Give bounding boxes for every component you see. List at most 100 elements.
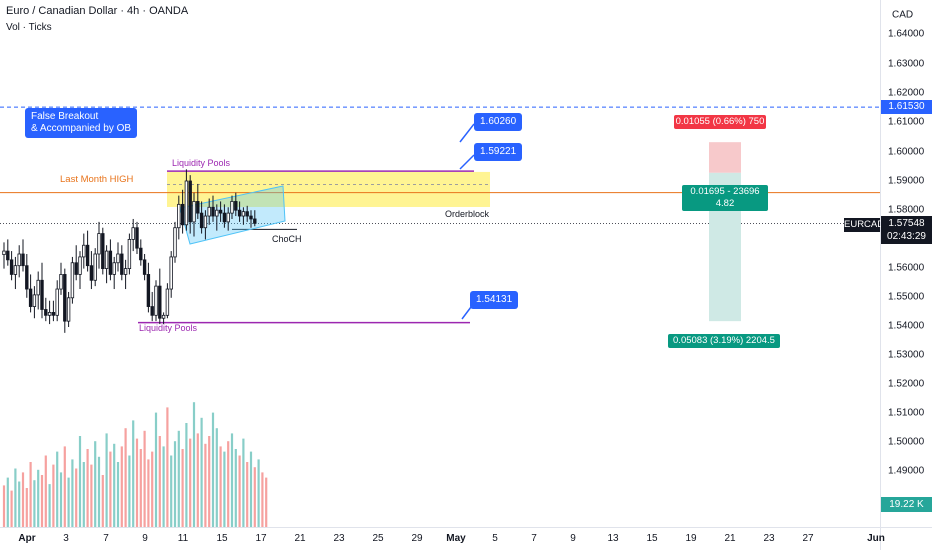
symbol-label: EURCAD [844,218,884,232]
volume-bar [44,455,47,527]
volume-bar [86,449,89,527]
volume-bar [253,467,256,527]
volume-bar [185,423,188,527]
volume-bar [173,441,177,527]
volume-bar [48,484,51,527]
volume-bar [10,490,13,527]
candle-body [249,215,253,220]
volume-bar [135,438,139,527]
liquidity-pools-top-label: Liquidity Pools [172,158,231,168]
dashed-level-label: 1.61530 [881,100,932,114]
price-callout-1: 1.60260 [474,113,523,131]
candle-body [66,297,71,322]
volume-bar [56,451,59,527]
volume-bar [211,412,215,527]
price-tick: 1.50000 [888,436,925,448]
candle-body [245,211,249,217]
volume-bar [90,464,93,527]
candle-body [47,311,52,316]
candle-body [192,201,196,223]
price-tick: 1.62000 [888,87,925,99]
time-tick: 23 [763,533,775,544]
orderblock-label: Orderblock [445,209,490,219]
price-callout-3: 1.54131 [470,291,519,309]
candle-body [123,268,128,275]
price-axis-border [880,0,881,550]
time-tick: 23 [333,533,345,544]
candle-body [237,209,242,217]
currency-label[interactable]: CAD [892,9,914,21]
volume-bar [52,464,55,527]
candle-body [139,247,143,261]
candle-body [135,227,139,249]
volume-bar [59,472,63,527]
volume-bar [128,455,131,527]
candle-body [108,250,113,275]
time-tick: 3 [63,533,69,544]
volume-bar [105,433,108,527]
candle-body [146,274,151,307]
time-tick: 13 [607,533,619,544]
volume-bar [215,428,218,527]
chart-title: Euro / Canadian Dollar · 4h · OANDA [6,5,189,17]
volume-bar [94,441,97,527]
price-tick: 1.49000 [888,465,925,477]
volume-bar [170,455,173,527]
position-entry-line-2: 4.82 [715,198,735,209]
volume-bar [63,446,66,527]
candle-body [169,256,173,290]
time-tick: 29 [411,533,423,544]
volume-bar [154,412,158,527]
candle-body [17,253,21,267]
candle-body [120,253,124,275]
volume-bar [158,436,161,527]
volume-bar [6,477,9,527]
volume-bar [120,446,123,527]
bar-countdown: 02:43:29 [887,231,926,242]
candle-body [6,250,10,261]
candle-body [85,244,90,267]
candle-body [97,233,101,255]
volume-bar [75,468,78,527]
time-tick: 25 [372,533,384,544]
volume-bar [116,462,120,527]
callout-2-pointer [459,154,475,170]
volume-bar [192,402,196,527]
candle-body [173,227,177,258]
time-tick: 21 [724,533,736,544]
candle-body [25,265,29,290]
price-tick: 1.63000 [888,58,925,70]
volume-bar [162,446,165,527]
volume-indicator-label[interactable]: Vol · Ticks [6,22,52,33]
volume-bar [181,449,184,527]
price-tick: 1.64000 [888,28,925,40]
volume-bar [249,451,253,527]
candle-body [165,288,170,316]
orderblock-zone [167,171,490,207]
false-breakout-line-1: False Breakout [31,111,99,122]
candle-body [211,206,215,217]
candle-body [226,212,230,223]
volume-bar [21,472,25,527]
volume-bar [147,459,150,527]
dashed-level-value: 1.61530 [888,101,925,112]
price-tick: 1.51000 [888,407,925,419]
volume-bar [101,475,104,527]
candle-body [180,203,185,226]
time-tick: 9 [570,533,576,544]
candle-body [188,180,192,223]
volume-bar [204,443,207,527]
candle-body [40,279,44,310]
volume-bar [246,462,249,527]
position-stop-zone [709,142,741,173]
time-tick: 15 [216,533,228,544]
time-tick: 17 [255,533,267,544]
candle-body [203,215,208,229]
volume-bar [82,462,85,527]
candle-body [63,274,67,322]
last-price-value: 1.57548 [888,218,925,229]
position-entry-badge: 0.01695 - 23696 4.82 [682,185,768,211]
symbol-label-text: EURCAD [844,219,885,230]
